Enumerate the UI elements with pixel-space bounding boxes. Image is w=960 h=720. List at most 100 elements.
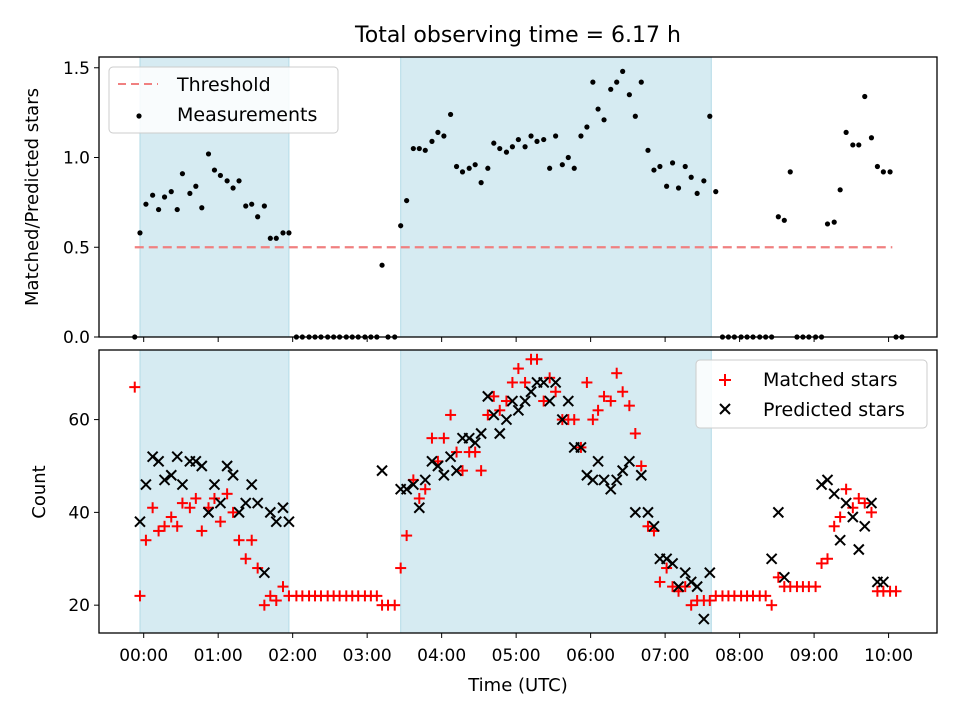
bottom-shaded-bands	[139, 349, 712, 634]
predicted-star-point	[543, 395, 556, 407]
matched-star-point	[264, 590, 276, 602]
predicted-marker-b	[525, 386, 537, 398]
predicted-stars-points	[134, 376, 890, 625]
predicted-star-point	[623, 455, 636, 468]
predicted-star-point	[877, 576, 890, 588]
measurement-point	[491, 140, 497, 146]
predicted-marker-b	[419, 474, 431, 486]
matched-star-point	[389, 599, 401, 611]
measurement-point	[243, 203, 249, 209]
measurement-point	[787, 169, 793, 175]
matched-star-point	[147, 502, 159, 514]
predicted-star-point	[859, 520, 871, 533]
x-tick-label: 08:00	[715, 646, 764, 666]
matched-star-point	[494, 404, 506, 416]
matched-star-point	[544, 372, 556, 384]
matched-star-point	[865, 506, 877, 518]
matched-legend-swatch	[719, 374, 731, 386]
x-axis-label: Time (UTC)	[467, 675, 568, 696]
predicted-star-point	[666, 557, 679, 570]
measurement-point	[620, 68, 626, 74]
x-tick-label: 02:00	[268, 646, 317, 666]
measurement-point	[843, 129, 849, 135]
top-y-tick-label: 0.5	[63, 238, 90, 258]
predicted-marker-b	[853, 543, 865, 556]
predicted-star-point	[171, 450, 183, 463]
matched-star-point	[401, 530, 413, 542]
predicted-marker-b	[165, 469, 177, 481]
predicted-star-point	[592, 455, 604, 468]
predicted-star-point	[853, 543, 865, 556]
matched-star-point	[853, 492, 865, 504]
top-y-tick-label: 1.0	[63, 149, 90, 169]
measurement-point	[261, 203, 267, 209]
predicted-star-point	[537, 376, 550, 389]
measurement-point	[398, 223, 404, 229]
matched-star-point	[165, 511, 177, 523]
matched-star-point	[240, 553, 252, 565]
top-panel: 0.0 0.5 1.0 1.5 Matched/Predicted stars Thr…	[22, 56, 938, 348]
predicted-star-point	[407, 478, 420, 491]
matched-star-point	[810, 581, 822, 593]
predicted-marker-b	[171, 450, 183, 463]
matched-star-point	[426, 432, 438, 444]
measurement-point	[137, 230, 143, 236]
matched-star-point	[834, 511, 846, 523]
measurement-point	[503, 149, 510, 155]
measurement-point	[143, 201, 149, 207]
predicted-marker-b	[469, 437, 481, 449]
predicted-marker-b	[828, 488, 840, 500]
bottom-axes-frame	[98, 349, 938, 634]
measurement-point	[553, 133, 559, 139]
predicted-marker-b	[629, 506, 642, 519]
predicted-star-point	[432, 460, 444, 472]
predicted-marker-b	[240, 497, 252, 509]
predicted-marker-b	[208, 478, 221, 491]
predicted-marker-b	[543, 395, 556, 407]
predicted-star-point	[765, 553, 778, 565]
bottom-panel: 00:00 01:00 02:00 03:00 04:00 05:00 06:00 07:00…	[29, 349, 938, 696]
predicted-star-point	[208, 478, 221, 491]
shaded-band	[139, 349, 290, 634]
predicted-marker-b	[400, 483, 413, 495]
measurement-point	[541, 136, 547, 143]
matched-star-point	[581, 376, 593, 388]
top-y-ticks: 0.0 0.5 1.0 1.5	[63, 59, 99, 348]
predicted-marker-b	[575, 441, 587, 454]
matched-star-point	[438, 432, 450, 444]
matched-star-point	[208, 492, 220, 504]
matched-star-point	[661, 562, 673, 574]
measurement-point	[590, 79, 596, 85]
predicted-star-point	[494, 427, 506, 440]
matched-star-point	[371, 590, 383, 602]
measurement-point	[168, 189, 174, 195]
matched-star-point	[642, 520, 654, 532]
predicted-marker-b	[264, 506, 277, 519]
measurement-point	[837, 187, 843, 193]
predicted-marker-b	[765, 553, 778, 565]
predicted-star-point	[245, 478, 258, 491]
measurement-point	[472, 162, 478, 168]
measurement-point	[824, 221, 831, 227]
predicted-star-point	[251, 497, 264, 509]
predicted-star-point	[482, 390, 494, 403]
bottom-y-tick-label: 60	[68, 411, 90, 431]
bottom-legend-box	[695, 359, 928, 429]
predicted-star-point	[376, 464, 388, 477]
predicted-marker-b	[233, 506, 245, 519]
measurement-point	[614, 79, 620, 85]
measurement-point	[669, 160, 676, 166]
predicted-marker-b	[556, 413, 569, 426]
matched-star-point	[685, 599, 697, 611]
matched-star-point	[667, 581, 679, 593]
measurement-point	[441, 133, 447, 139]
measurement-point	[230, 185, 236, 191]
predicted-star-point	[672, 580, 685, 593]
measurement-point	[249, 201, 255, 207]
measurement-point	[379, 262, 385, 268]
predicted-marker-b	[519, 395, 531, 407]
predicted-star-point	[704, 566, 716, 579]
predicted-marker-b	[407, 478, 420, 491]
matched-star-point	[890, 585, 902, 597]
